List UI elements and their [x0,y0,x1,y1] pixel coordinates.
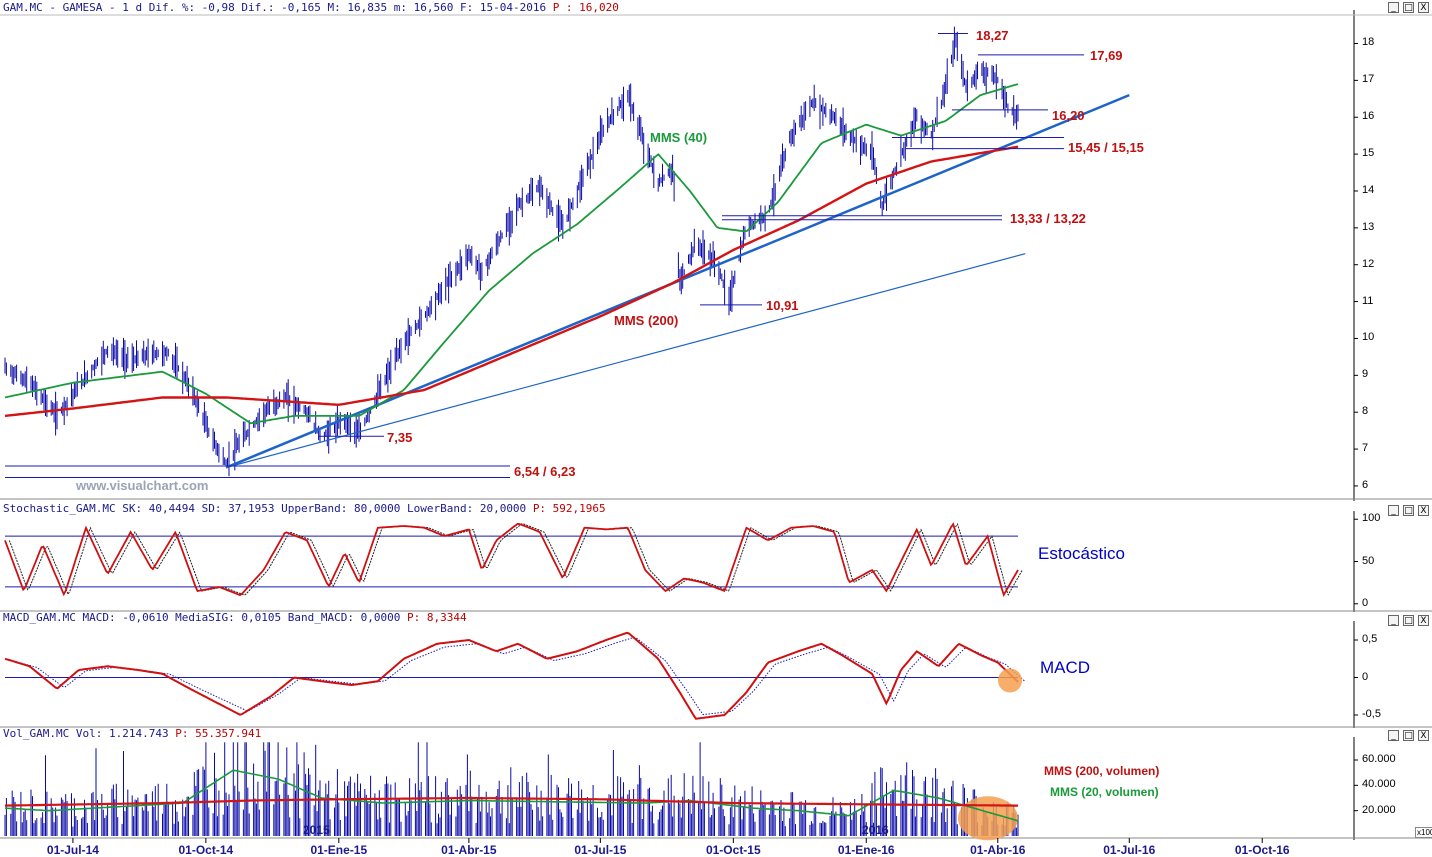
macd-highlight [998,668,1022,693]
mms40-line [4,83,1019,425]
macd-header-p: P: 8,3344 [406,611,467,624]
price-plot [4,26,1130,478]
xtick-label: 01-Abr-16 [970,843,1026,857]
price-ytick-label: 14 [1362,183,1375,196]
price-close-button[interactable]: X [1418,2,1429,13]
volume-header-stats: Vol_GAM.MC Vol: 1.214.743 [3,727,169,740]
price-ytick-label: 11 [1362,294,1374,307]
level-label-10-91: 10,91 [766,298,799,313]
xtick-label: 01-Oct-16 [1234,843,1290,857]
stochastic-sd-line [8,522,1023,596]
price-ytick-label: 15 [1362,147,1375,160]
volume-panel-header: Vol_GAM.MC Vol: 1.214.743 P: 55.357.941 [3,727,261,740]
level-label-13-33: 13,33 / 13,22 [1010,211,1086,226]
xtick-label: 01-Jul-16 [1103,843,1156,857]
price-ytick-label: 10 [1362,331,1375,344]
price-ytick-label: 13 [1362,220,1375,233]
macd-ytick-label: 0,5 [1362,633,1378,645]
macd-close-button[interactable]: X [1418,615,1429,626]
macd-ytick-label: 0 [1362,670,1369,683]
price-header-p: P : 16,020 [552,1,619,14]
stochastic-panel-header: Stochastic_GAM.MC SK: 40,4494 SD: 37,195… [3,502,606,515]
price-ytick-label: 16 [1362,110,1375,123]
volume-close-button[interactable]: X [1418,730,1429,741]
price-header-stats: 1 d Dif. %: -0,98 Dif.: -0,165 M: 16,835… [115,1,547,14]
vol-mms200-annotation: MMS (200, volumen) [1044,764,1160,778]
xtick-label: 01-Ene-16 [837,843,895,857]
level-label-16-20: 16,20 [1052,108,1085,123]
price-minimize-button[interactable]: _ [1388,2,1399,13]
macd-plot [4,631,1026,720]
price-ytick-label: 18 [1362,36,1375,49]
level-label-resistance: 17,69 [1090,48,1123,63]
price-ytick-label: 17 [1362,73,1375,86]
mms200-line [4,145,1019,418]
vol-mms20-annotation: MMS (20, volumen) [1050,785,1159,799]
stochastic-header-stats: Stochastic_GAM.MC SK: 40,4494 SD: 37,195… [3,502,527,515]
xtick-label: 01-Oct-15 [705,843,761,857]
level-label-6-54: 6,54 / 6,23 [514,464,576,479]
volume-ytick-label: 40.000 [1362,778,1396,791]
stochastic-sk-line [4,522,1019,597]
mms200-annotation: MMS (200) [614,313,679,328]
macd-line [4,631,1019,720]
volume-unit-badge: x100 [1415,827,1432,838]
macd-signal-line [12,636,1026,716]
volume-minimize-button[interactable]: _ [1388,730,1399,741]
stochastic-minimize-button[interactable]: _ [1388,505,1399,516]
level-label-15-45: 15,45 / 15,15 [1068,140,1144,155]
macd-minimize-button[interactable]: _ [1388,615,1399,626]
year-marker-2015: 2015 [303,823,330,837]
price-ytick-label: 12 [1362,257,1375,270]
volume-header-p: P: 55.357.941 [175,727,262,740]
watermark: www.visualchart.com [76,478,209,493]
macd-maximize-button[interactable]: □ [1403,615,1414,626]
stochastic-plot [4,522,1023,597]
macd-annotation: MACD [1040,658,1091,677]
stochastic-ytick-label: 50 [1362,554,1375,567]
price-ytick-label: 7 [1362,442,1369,455]
vol-mms200-line [4,796,1018,807]
stochastic-close-button[interactable]: X [1418,505,1429,516]
level-label-7-35: 7,35 [387,430,413,445]
macd-panel-header: MACD_GAM.MC MACD: -0,0610 MediaSIG: 0,01… [3,611,467,624]
xtick-label: 01-Oct-14 [178,843,234,857]
stochastic-ytick-label: 100 [1362,512,1381,525]
macd-ytick-label: -0,5 [1362,708,1381,720]
xtick-label: 01-Jul-14 [46,843,99,857]
xtick-label: 01-Jul-15 [574,843,627,857]
macd-header-stats: MACD_GAM.MC MACD: -0,0610 MediaSIG: 0,01… [3,611,401,624]
price-ytick-label: 6 [1362,478,1369,491]
level-label-high: 18,27 [976,28,1009,43]
mms40-annotation: MMS (40) [650,130,708,145]
price-panel-header: GAM.MC - GAMESA - 1 d Dif. %: -0,98 Dif.… [3,1,619,14]
year-marker-2016: 2016 [862,823,889,837]
trendline-1 [225,253,1026,469]
volume-maximize-button[interactable]: □ [1403,730,1414,741]
stochastic-annotation: Estocástico [1038,544,1125,563]
price-ytick-label: 9 [1362,368,1369,381]
xtick-label: 01-Abr-15 [441,843,497,857]
stochastic-header-p: P: 592,1965 [532,502,606,515]
price-maximize-button[interactable]: □ [1403,2,1414,13]
vol-mms20-line [4,769,1019,822]
price-ytick-label: 8 [1362,405,1369,418]
stochastic-maximize-button[interactable]: □ [1403,505,1414,516]
stochastic-ytick-label: 0 [1362,596,1369,609]
volume-ytick-label: 60.000 [1362,753,1396,765]
volume-plot [4,742,1019,841]
price-series-name: GAM.MC - GAMESA - [3,1,116,14]
volume-ytick-label: 20.000 [1362,803,1396,816]
xtick-label: 01-Ene-15 [310,843,368,857]
